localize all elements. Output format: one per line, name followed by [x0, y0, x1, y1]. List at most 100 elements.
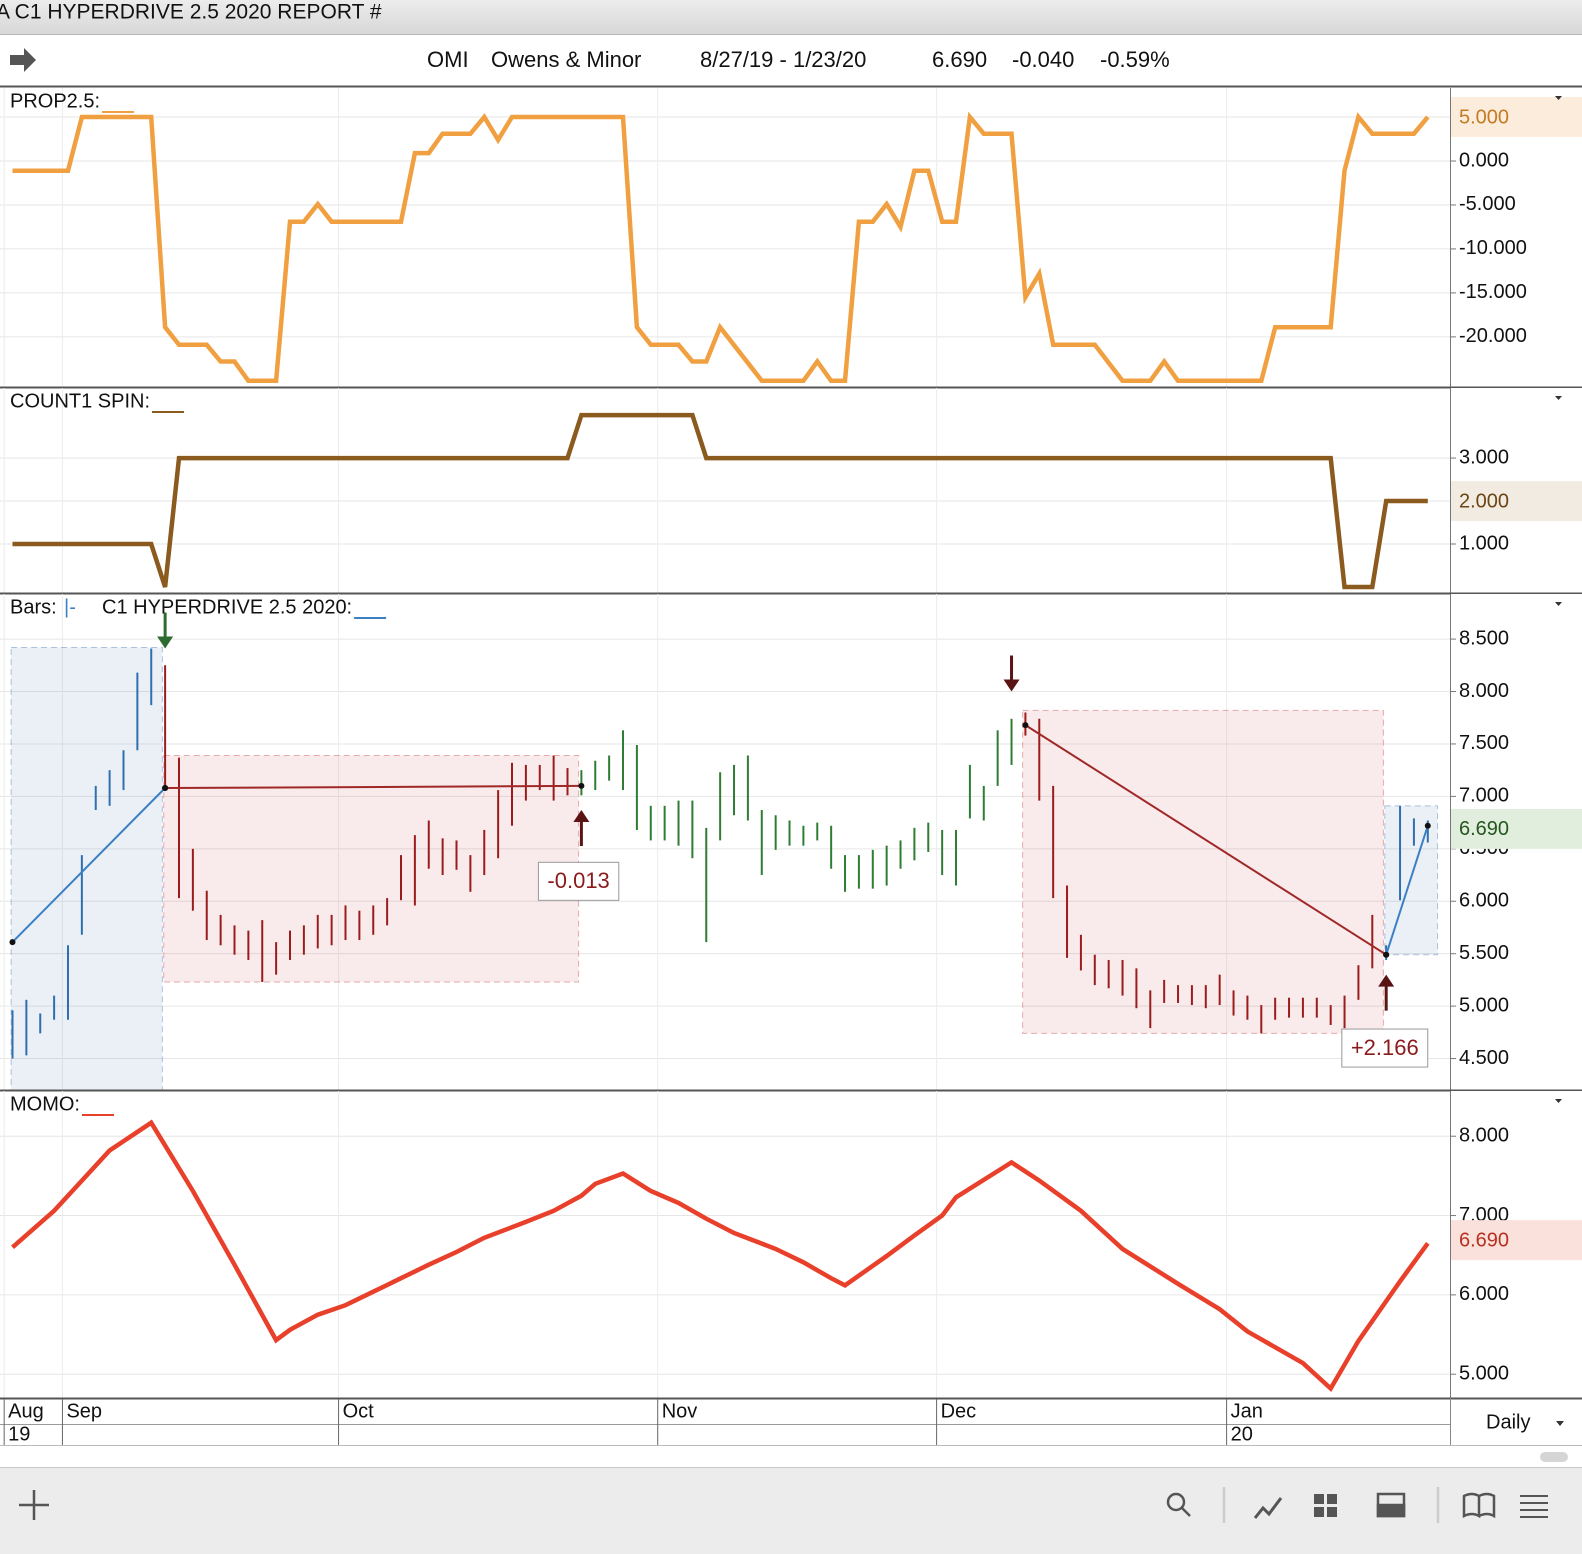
signal-region: [10, 646, 163, 1091]
last-value-badge: [1451, 481, 1582, 522]
scroll-thumb[interactable]: [1540, 1452, 1568, 1462]
book-button[interactable]: [1462, 1492, 1496, 1519]
study-label: C1 HYPERDRIVE 2.5 2020:: [102, 596, 352, 618]
x-tick-label: Dec: [941, 1400, 977, 1422]
signal-arrow: [573, 810, 590, 847]
annotation-box: [537, 861, 620, 901]
line-series: [12, 412, 1428, 590]
panel-menu[interactable]: [1555, 96, 1562, 100]
y-tick-label: 7.000: [1459, 785, 1509, 807]
last-value-label: 5.000: [1459, 106, 1509, 128]
trend-point: [1424, 822, 1431, 829]
date-range: 8/27/19 - 1/23/20: [700, 47, 866, 72]
last-value-label: 2.000: [1459, 490, 1509, 512]
trend-point: [1022, 722, 1029, 729]
x-year-label: 20: [1231, 1423, 1253, 1445]
signal-arrow: [157, 612, 174, 649]
trend-point: [578, 782, 585, 789]
y-tick-label: 4.500: [1459, 1047, 1509, 1069]
layout-button[interactable]: [1314, 1494, 1337, 1517]
x-year-label: 19: [8, 1423, 30, 1445]
y-tick-label: 6.000: [1459, 1283, 1509, 1305]
y-tick-label: 8.000: [1459, 1124, 1509, 1146]
draw-button[interactable]: [1253, 1497, 1283, 1519]
trend-point: [9, 939, 16, 946]
y-tick-label: 8.000: [1459, 680, 1509, 702]
bar-style: |-: [64, 596, 76, 618]
line-series: [11, 1119, 1430, 1393]
annotation-label: +2.166: [1351, 1035, 1419, 1060]
period-label[interactable]: Daily: [1486, 1411, 1530, 1433]
signal-arrow: [1378, 974, 1395, 1011]
y-axis-area: [1450, 88, 1582, 387]
last-value-label: 6.690: [1459, 818, 1509, 840]
window-title: A C1 HYPERDRIVE 2.5 2020 REPORT #: [0, 1, 382, 24]
trend-line: [165, 784, 582, 789]
trend-point: [162, 784, 169, 791]
y-tick-label: -20.000: [1459, 325, 1527, 347]
signal-region: [163, 754, 580, 983]
arrow-head: [1003, 679, 1020, 692]
panel-label: COUNT1 SPIN:: [10, 390, 150, 412]
y-tick-label: -15.000: [1459, 281, 1527, 303]
line-series: [12, 111, 1430, 384]
y-tick-label: -10.000: [1459, 237, 1527, 259]
last-value-badge: [1451, 97, 1582, 138]
annotation-label: -0.013: [547, 868, 609, 893]
x-tick-label: Nov: [662, 1400, 698, 1422]
panel-menu[interactable]: [1555, 396, 1562, 400]
company-name: Owens & Minor: [491, 47, 641, 72]
y-tick-label: 1.000: [1459, 532, 1509, 554]
y-tick-label: 5.000: [1459, 994, 1509, 1016]
trend-point: [1383, 951, 1390, 958]
panels: 5.000 0.000 -5.000 -10.000 -15.000 -20.000 5.0…: [0, 88, 1582, 1398]
arrow-head: [157, 636, 174, 649]
y-tick-label: 8.500: [1459, 627, 1509, 649]
y-tick-label: 0.000: [1459, 149, 1509, 171]
panel-menu[interactable]: [1555, 1099, 1562, 1103]
panel: -0.013+2.1668.5008.0007.5007.0006.5006.0…: [0, 594, 1582, 1092]
signal-arrow: [1003, 655, 1020, 692]
toolbar: [0, 1467, 1582, 1554]
trend-line: [1385, 825, 1429, 956]
percent-change: -0.59%: [1100, 47, 1170, 72]
panel: 5.0000.000-5.000-10.000-15.000-20.0005.0…: [0, 88, 1582, 389]
y-tick-label: 3.000: [1459, 446, 1509, 468]
toolbar-icons: [19, 1487, 1548, 1523]
last-price: 6.690: [932, 47, 987, 72]
price-change: -0.040: [1012, 47, 1074, 72]
annotation-box: [1341, 1028, 1429, 1068]
y-tick-label: 7.500: [1459, 732, 1509, 754]
y-tick-label: 6.000: [1459, 890, 1509, 912]
signal-region: [1022, 709, 1384, 1034]
x-tick-label: Sep: [66, 1400, 102, 1422]
add-button[interactable]: [19, 1490, 49, 1520]
trend-line: [1024, 724, 1387, 956]
title-bar: [0, 0, 1582, 34]
panel-menu[interactable]: [1555, 602, 1562, 606]
panel-label: MOMO:: [10, 1093, 80, 1115]
header-row: [0, 35, 1582, 86]
window-button[interactable]: [1376, 1492, 1406, 1518]
search-button[interactable]: [1166, 1492, 1191, 1517]
y-tick-label: 5.500: [1459, 942, 1509, 964]
x-tick-label: Jan: [1231, 1400, 1263, 1422]
x-tick-label: Aug: [8, 1400, 44, 1422]
arrow-head: [573, 810, 590, 823]
panel-label: PROP2.5:: [10, 90, 100, 112]
symbol: OMI: [427, 47, 469, 72]
period-menu[interactable]: [1556, 1421, 1564, 1426]
x-axis-strip: [0, 1399, 1450, 1445]
menu-button[interactable]: [1520, 1495, 1548, 1518]
last-value-label: 6.690: [1459, 1229, 1509, 1251]
last-value-badge: [1451, 808, 1582, 849]
y-tick-label: -5.000: [1459, 193, 1516, 215]
last-value-badge: [1451, 1220, 1582, 1261]
trend-line: [11, 787, 166, 943]
y-tick-label: 5.000: [1459, 1362, 1509, 1384]
nav-arrow[interactable]: [10, 48, 36, 72]
panel-label: Bars:: [10, 596, 57, 618]
